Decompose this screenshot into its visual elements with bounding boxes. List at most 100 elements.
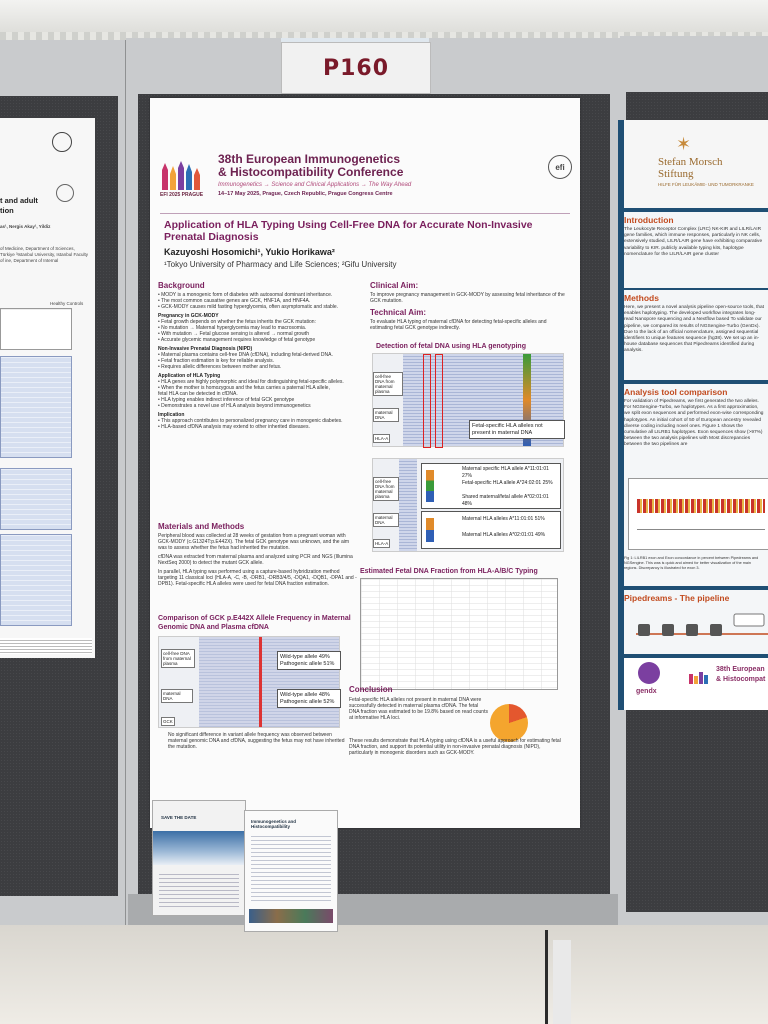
pipeline-diagram xyxy=(632,610,768,646)
allele-frequency: Pathogenic allele 52% xyxy=(280,698,335,705)
conclusion-text-1: Fetal-specific HLA alleles not present i… xyxy=(349,697,488,721)
allele-row: Maternal specific HLA allele A*11:01:01 … xyxy=(462,466,549,479)
left-poster-authors: as¹, Nergis Akay¹, Yildiz xyxy=(0,224,51,229)
left-poster-footer-text xyxy=(0,638,92,654)
methods-paragraph: Peripheral blood was collected at 28 wee… xyxy=(158,533,350,551)
ceiling-vent xyxy=(0,32,768,40)
chart-baseline xyxy=(637,529,765,530)
gendx-brand: gendx xyxy=(636,688,657,695)
detection-label-maternal: maternal DNA xyxy=(373,513,399,527)
hla-bullet: • Demonstrates a novel use of HLA analys… xyxy=(158,403,311,409)
nipd-bullet: • Requires allelic differences between m… xyxy=(158,364,282,370)
leaflet-text xyxy=(251,833,331,903)
methods-box xyxy=(624,290,768,380)
left-poster-affiliations: of Medicine, Department of Sciences, Tür… xyxy=(0,246,88,263)
left-neighbor-poster: t and adult tion as¹, Nergis Akay¹, Yild… xyxy=(0,118,95,658)
comparison-label-maternal: maternal DNA xyxy=(161,689,193,703)
allele-row: Maternal HLA alleles A*11:01:01 51% xyxy=(462,516,545,522)
hla-bullet: • HLA genes are highly polymorphic and i… xyxy=(158,379,344,385)
conference-dates: 14–17 May 2025, Prague, Czech Republic, … xyxy=(218,191,393,197)
intro-heading: Introduction xyxy=(624,215,674,225)
allele-color-bar xyxy=(426,518,434,542)
comparison-label-gene: GCK xyxy=(161,717,175,726)
pregnancy-bullet: • With mutation → Fetal glucose sensing … xyxy=(158,331,309,337)
nipd-heading: Non-Invasive Prenatal Diagnosis (NIPD) xyxy=(158,346,253,352)
comparison-figure: cell-free DNA from maternal plasma mater… xyxy=(158,636,341,728)
right-poster-header xyxy=(624,120,768,208)
board-number: P160 xyxy=(281,42,431,94)
tool-heading: Analysis tool comparison xyxy=(624,387,728,397)
nipd-bullet: • Maternal plasma contains cell-free DNA… xyxy=(158,352,333,358)
right-methods-text: Here, we present a novel analysis pipeli… xyxy=(624,305,764,354)
detection-heading: Detection of fetal DNA using HLA genotyp… xyxy=(376,343,526,350)
leaflet-text xyxy=(159,871,239,909)
detection-label-maternal: maternal DNA xyxy=(373,408,399,422)
gendx-logo-icon xyxy=(638,662,660,684)
igv-highlight xyxy=(435,354,443,448)
conference-logo-icon xyxy=(160,160,206,190)
detection-label-gene: HLA-A xyxy=(373,539,391,548)
igv-track xyxy=(399,459,417,551)
foundation-star-icon: ✶ xyxy=(676,134,692,154)
pregnancy-heading: Pregnancy in GCK-MODY xyxy=(158,313,219,319)
comparison-callout-maternal: Wild-type allele 48% Pathogenic allele 5… xyxy=(277,689,341,708)
right-footer-conference-logo-icon xyxy=(688,668,712,684)
left-poster-table-head: Healthy Controls xyxy=(50,301,84,306)
nipd-bullet: • Fetal fraction estimation is key for r… xyxy=(158,358,274,364)
conclusion-text-2: These results demonstrate that HLA typin… xyxy=(349,738,561,756)
board-leg xyxy=(553,940,571,1024)
right-footer-conference-2: & Histocompat xyxy=(716,676,766,683)
fraction-table xyxy=(360,578,558,690)
comparison-note: No significant difference in variant all… xyxy=(168,732,345,750)
conclusion-heading: Conclusion xyxy=(349,685,393,694)
tool-text: For validation of Pipedreams, we first g… xyxy=(624,399,764,448)
pregnancy-bullet: • No mutation → Maternal hyperglycemia m… xyxy=(158,325,307,331)
leaflet-program: Immunogenetics and Histocompatibility xyxy=(244,810,338,932)
pregnancy-bullet: • Accurate glycemic management requires … xyxy=(158,337,316,343)
conference-title-line1: 38th European Immunogenetics xyxy=(218,152,401,166)
background-bullet: • MODY is a monogenic form of diabetes w… xyxy=(158,292,333,298)
igv-colored-column xyxy=(523,354,531,446)
comparison-heading: Comparison of GCK p.E442X Allele Frequen… xyxy=(158,615,351,631)
left-poster-title-1: t and adult xyxy=(0,196,38,205)
fetal-allele-callout: Fetal-specific HLA alleles not present i… xyxy=(469,420,565,439)
left-poster-efi-circle xyxy=(52,132,72,152)
hla-application-heading: Application of HLA Typing xyxy=(158,373,221,379)
leaflet-save-the-date: SAVE THE DATE xyxy=(152,800,246,916)
efi-logo-icon: efi xyxy=(548,155,572,179)
clinical-aim-heading: Clinical Aim: xyxy=(370,281,419,290)
hla-bullet: fetal HLA can be detected in cfDNA. xyxy=(158,391,238,397)
background-bullet: • The most common causative genes are GC… xyxy=(158,298,311,304)
intro-box xyxy=(624,212,768,288)
pipeline-heading: Pipedreams - The pipeline xyxy=(624,593,730,603)
fraction-heading: Estimated Fetal DNA Fraction from HLA-A/… xyxy=(360,568,538,575)
clinical-aim-text: To improve pregnancy management in GCK-M… xyxy=(370,292,565,304)
background-heading: Background xyxy=(158,281,205,290)
technical-aim-heading: Technical Aim: xyxy=(370,308,427,317)
allele-row: Fetal-specific HLA allele A*24:02:01 25% xyxy=(462,480,553,486)
background-text: • MODY is a monogenic form of diabetes w… xyxy=(158,292,358,430)
chart-line xyxy=(637,499,765,513)
conference-logo-text: EFI 2025 PRAGUE xyxy=(160,192,204,198)
allele-row: Shared maternal/fetal allele A*02:01:01 … xyxy=(462,494,549,507)
left-poster-table-3 xyxy=(0,468,72,530)
comparison-label-cfdna: cell-free DNA from maternal plasma xyxy=(161,649,195,668)
right-methods-heading: Methods xyxy=(624,293,659,303)
implication-bullet: • HLA-based cfDNA analysis may extend to… xyxy=(158,424,310,430)
detection-label-cfdna: cell-free DNA from maternal plasma xyxy=(373,372,403,396)
leaflet-photo-strip xyxy=(249,909,333,923)
detection-figure-2: cell-free DNA from maternal plasma mater… xyxy=(372,458,564,552)
pregnancy-bullet: • Fetal growth depends on whether the fe… xyxy=(158,319,316,325)
floor-gap xyxy=(545,930,548,1024)
conference-tagline: Immunogenetics → Science and Clinical Ap… xyxy=(218,182,412,188)
methods-paragraph: cfDNA was extracted from maternal plasma… xyxy=(158,554,353,566)
background-bullet: • GCK-MODY causes mild fasting hyperglyc… xyxy=(158,304,339,310)
concordance-chart xyxy=(628,478,768,550)
floor xyxy=(0,925,768,1024)
methods-heading: Materials and Methods xyxy=(158,522,245,531)
comparison-callout-cfdna: Wild-type allele 49% Pathogenic allele 5… xyxy=(277,651,341,670)
chart-caption: Fig 1: LILRB1 exon and Exon concordance … xyxy=(624,556,759,570)
foundation-name-line1: Stefan Morsch xyxy=(658,156,723,168)
left-poster-table-4 xyxy=(0,534,72,626)
detection-label-cfdna: cell-free DNA from maternal plasma xyxy=(373,477,399,501)
